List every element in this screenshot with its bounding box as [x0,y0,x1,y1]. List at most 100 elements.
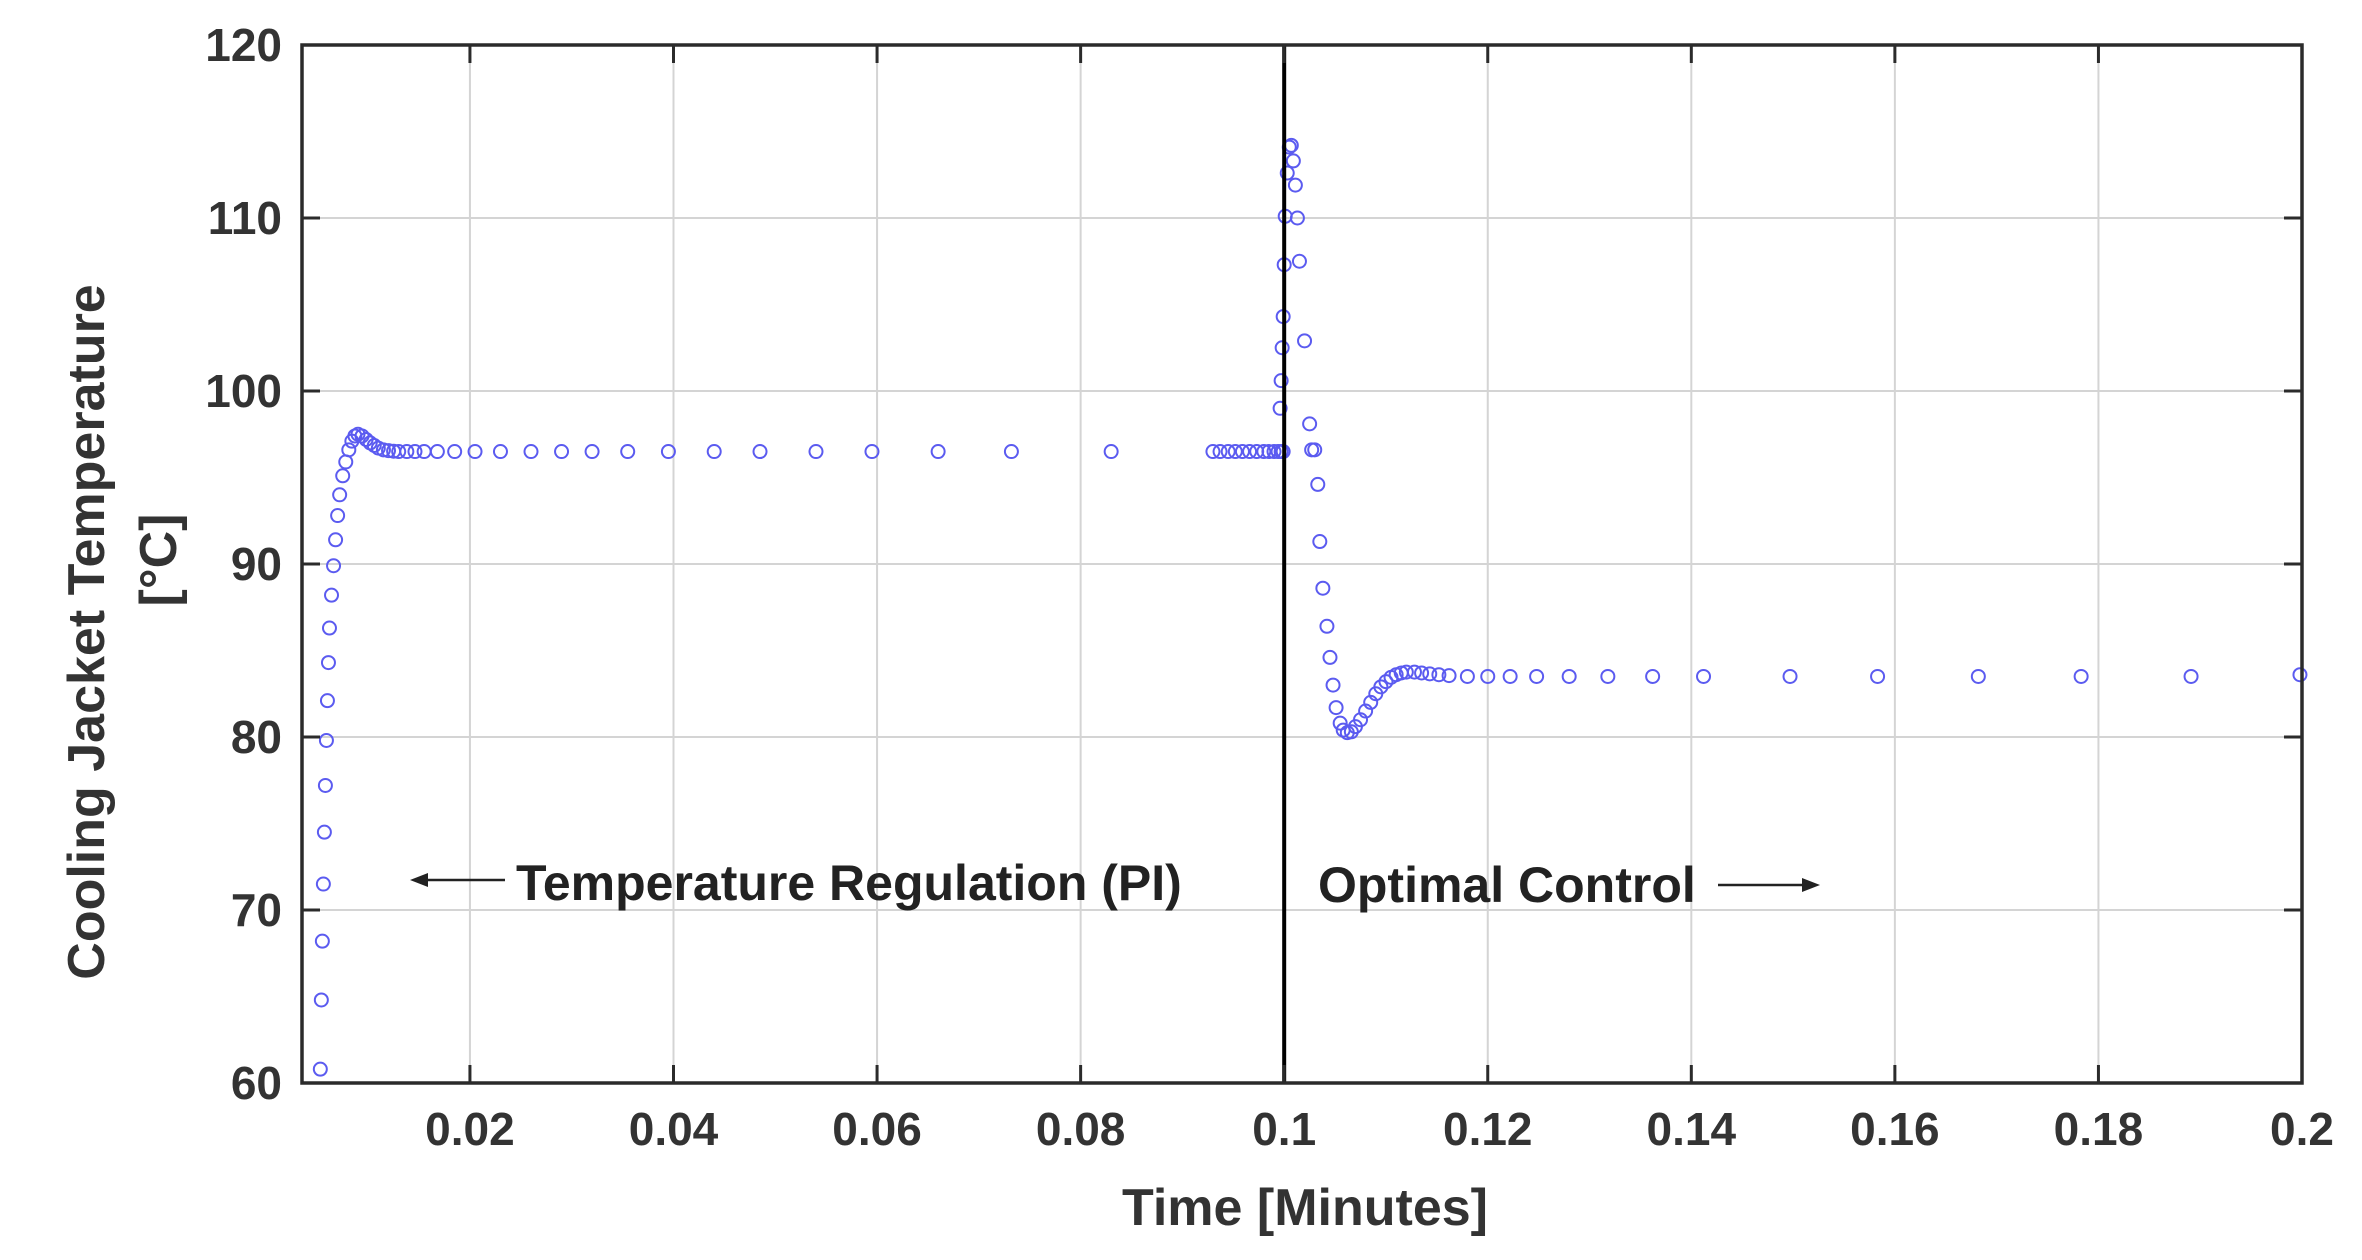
x-tick-label: 0.1 [1252,1103,1316,1155]
data-point [1266,444,1282,460]
data-point [1279,165,1295,181]
data-point [1322,649,1338,665]
data-point [930,444,946,460]
annotation-right-arrowhead [1802,878,1820,892]
y-tick-label: 100 [205,365,282,417]
data-point [321,620,337,636]
data-point [1325,677,1341,693]
x-tick-label: 0.16 [1850,1103,1940,1155]
data-point [1970,668,1986,684]
y-tick-label: 80 [231,711,282,763]
x-tick-label: 0.18 [2054,1103,2144,1155]
x-tick-label: 0.08 [1036,1103,1126,1155]
y-tick-label: 110 [208,192,282,244]
data-point [1441,668,1457,684]
data-point [2292,667,2308,683]
data-point [1422,666,1438,682]
data-point [1302,416,1318,432]
y-tick-label: 90 [231,538,282,590]
data-point [316,824,332,840]
data-point [1310,476,1326,492]
y-tick-labels: 60 70 80 90 100 110 120 [205,19,282,1109]
data-point [1272,400,1288,416]
data-point [375,442,391,458]
data-point [1315,580,1331,596]
data-point [328,532,344,548]
data-point [341,442,357,458]
data-point [330,508,346,524]
y-axis-label-line-2: [°C] [130,514,188,607]
data-point [620,444,636,460]
data-point [808,444,824,460]
annotation-left-text: Temperature Regulation (PI) [516,855,1182,911]
data-point [447,444,463,460]
data-point [1782,668,1798,684]
x-tick-label: 0.04 [629,1103,719,1155]
data-point [584,444,600,460]
data-point [1205,444,1221,460]
data-point [1870,668,1886,684]
data-point [1274,340,1290,356]
data-point [313,992,329,1008]
data-point [1312,534,1328,550]
data-point [1220,444,1236,460]
x-tick-label: 0.06 [832,1103,922,1155]
data-point [314,933,330,949]
data-point [1696,668,1712,684]
data-point [326,558,342,574]
data-point [660,444,676,460]
data-point [864,444,880,460]
ticks [302,43,2304,1085]
data-point [1273,373,1289,389]
data-point [2073,668,2089,684]
data-point [1103,444,1119,460]
data-point [312,1061,328,1077]
data-point [1297,333,1313,349]
y-axis-label-line-1: Cooling Jacket Temperature [58,284,116,979]
data-point [1319,618,1335,634]
data-point [317,777,333,793]
x-tick-label: 0.2 [2270,1103,2334,1155]
data-point [319,693,335,709]
data-point [1212,444,1228,460]
data-point [1291,253,1307,269]
annotation-right-text: Optimal Control [1318,857,1696,913]
data-point [1502,668,1518,684]
data-point [1285,153,1301,169]
data-point [706,444,722,460]
data-point [1256,444,1272,460]
data-point [391,444,407,460]
data-point [1645,668,1661,684]
data-point [752,444,768,460]
data-point [1414,665,1430,681]
data-point [1406,664,1422,680]
x-tick-label: 0.02 [425,1103,515,1155]
data-point [554,444,570,460]
data-point [332,487,348,503]
data-point [320,655,336,671]
data-point [467,444,483,460]
x-tick-labels: 0.02 0.04 0.06 0.08 0.1 0.12 0.14 0.16 0.18 0.2 [425,1103,2334,1155]
data-point [523,444,539,460]
data-point [1561,668,1577,684]
data-point [1398,664,1414,680]
annotation-left: Temperature Regulation (PI) [410,855,1182,911]
y-tick-label: 60 [231,1057,282,1109]
data-point [429,444,445,460]
data-points [312,137,2308,1077]
data-point [1431,667,1447,683]
data-point [1289,210,1305,226]
data-point [1234,444,1250,460]
data-point [1328,700,1344,716]
x-tick-label: 0.12 [1443,1103,1533,1155]
annotation-left-arrowhead [410,873,428,887]
data-point [1227,444,1243,460]
x-axis-label: Time [Minutes] [1122,1179,1488,1237]
data-point [1529,668,1545,684]
data-point [1287,177,1303,193]
data-point [1373,679,1389,695]
y-tick-label: 120 [205,19,282,71]
data-point [407,444,423,460]
